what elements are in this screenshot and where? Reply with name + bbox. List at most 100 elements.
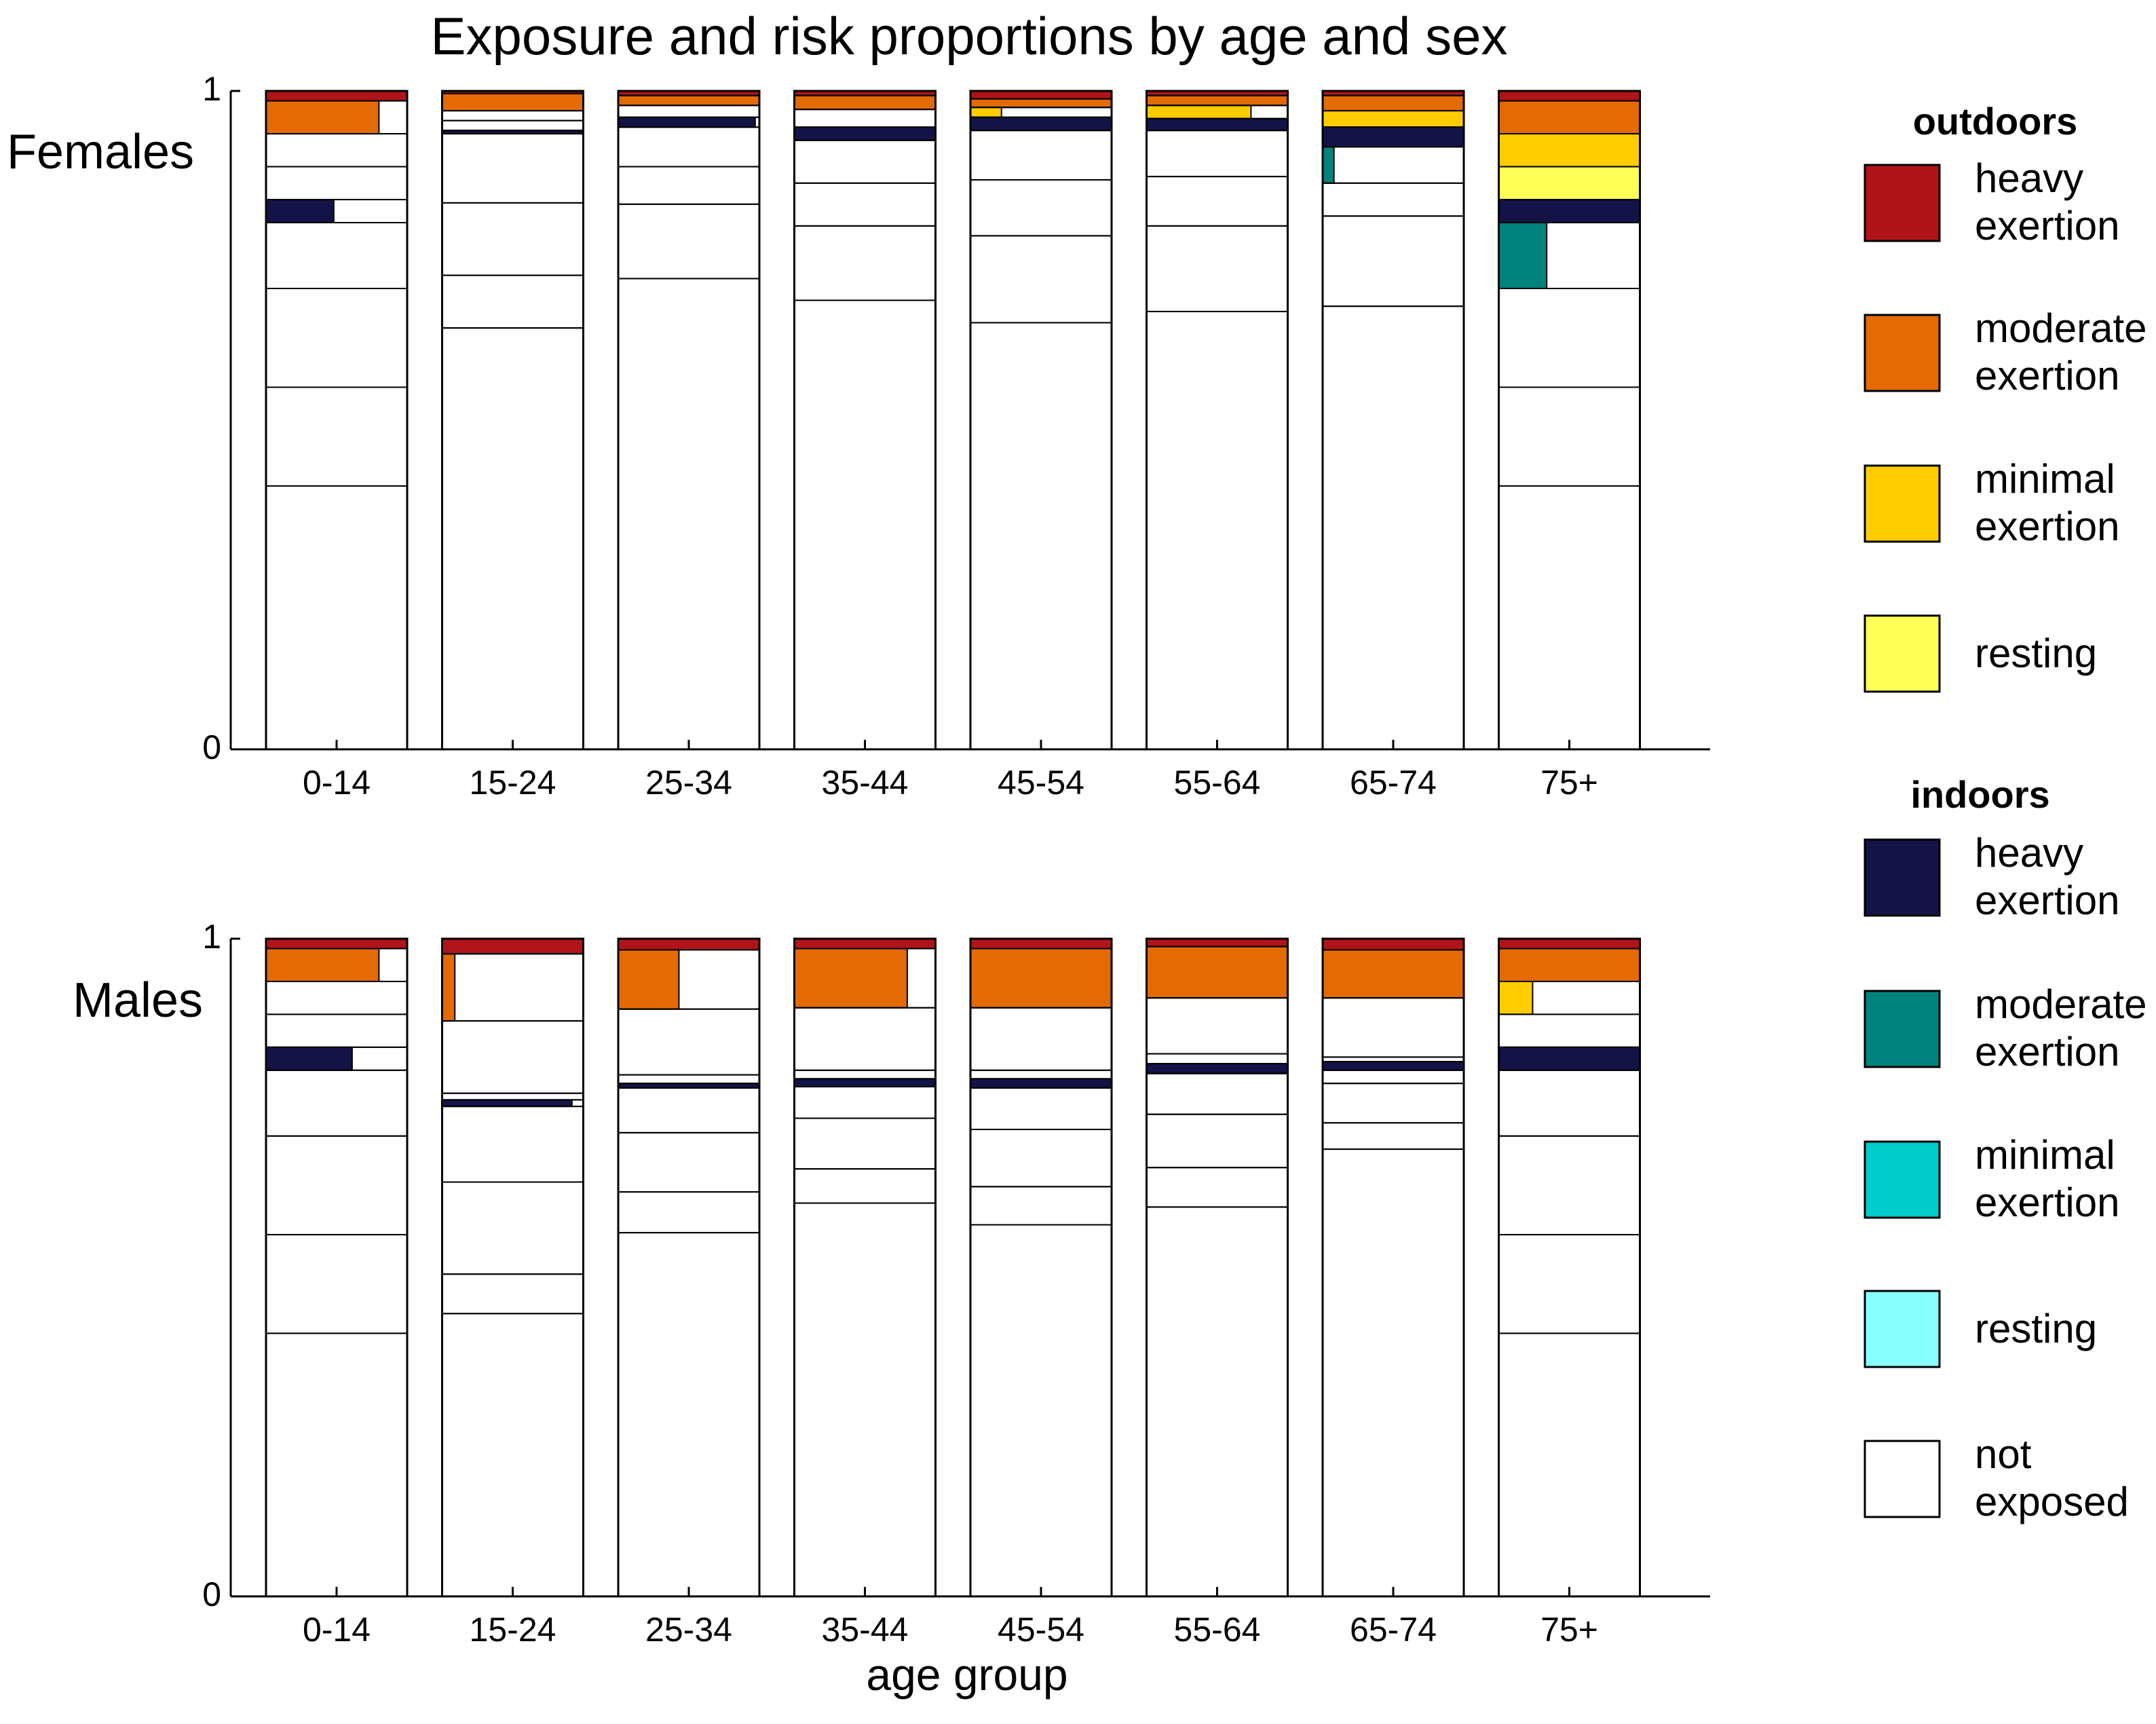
x-tick-label: 25-34 (645, 764, 732, 802)
y-tick-label: 1 (202, 70, 221, 108)
legend-label: resting (1975, 1306, 2097, 1351)
segment-out-heavy (1498, 938, 1641, 950)
segment-out-heavy (970, 90, 1112, 100)
bar-body (970, 939, 1112, 1596)
segment-out-moderate (793, 948, 908, 1009)
legend-swatch (1864, 1290, 1941, 1368)
legend-indoors-title: indoors (1910, 773, 2049, 816)
bar-body (1146, 939, 1288, 1596)
segment-in-heavy (1322, 1061, 1464, 1071)
legend-label-line1: not (1975, 1431, 2032, 1477)
bar-45-54 (969, 90, 1113, 751)
segment-out-heavy (618, 938, 760, 951)
bar-body (266, 91, 407, 749)
segment-in-heavy (618, 1083, 760, 1089)
segment-out-moderate (618, 949, 680, 1010)
bar-body (1498, 939, 1640, 1596)
x-axis-label: age group (866, 1649, 1067, 1700)
chart-title: Exposure and risk proportions by age and… (431, 6, 1508, 66)
x-tick-label: 0-14 (303, 1611, 371, 1649)
bar-45-54 (969, 937, 1113, 1598)
legend-swatch (1864, 464, 1941, 543)
x-tick-label: 45-54 (998, 1611, 1084, 1649)
segment-in-heavy (1322, 126, 1464, 148)
segment-out-moderate (793, 94, 937, 111)
segment-in-heavy (1146, 117, 1289, 132)
panel-males: Males 1 0 0-14 15-24 25-34 35-44 45-54 55-64 65-7… (73, 918, 1710, 1649)
bar-75+ (1498, 937, 1641, 1598)
legend-swatch (1864, 314, 1941, 392)
segment-out-moderate (618, 94, 760, 107)
bar-body (266, 939, 407, 1596)
bar-body (1323, 91, 1464, 749)
legend-label-line2: exertion (1975, 504, 2119, 549)
segment-out-heavy (1498, 90, 1641, 102)
x-tick-label: 45-54 (998, 764, 1084, 802)
x-tick-label: 75+ (1540, 764, 1598, 802)
panel-label-females: Females (7, 125, 194, 179)
x-tick-label: 75+ (1540, 1611, 1598, 1649)
legend-label-line2: exposed (1975, 1479, 2129, 1524)
segment-out-heavy (265, 90, 408, 102)
segment-out-heavy (265, 938, 408, 950)
bar-55-64 (1146, 937, 1289, 1598)
legend-swatch (1864, 1440, 1941, 1518)
segment-out-heavy (1146, 938, 1289, 948)
y-tick-label: 0 (202, 1575, 221, 1613)
segment-out-heavy (1322, 938, 1464, 951)
segment-out-moderate (1498, 100, 1641, 135)
legend-label-line1: heavy (1975, 830, 2083, 876)
bar-body (442, 939, 584, 1596)
segment-in-moderate (1498, 222, 1548, 289)
segment-in-heavy (265, 1046, 353, 1071)
bar-0-14 (265, 937, 409, 1598)
segment-out-heavy (793, 938, 937, 950)
legend-label-line1: moderate (1975, 305, 2146, 351)
panel-label-males: Males (73, 973, 203, 1028)
legend-swatch (1864, 614, 1941, 693)
bar-35-44 (793, 937, 937, 1598)
bar-15-24 (441, 90, 584, 751)
bar-body (1323, 939, 1464, 1596)
bar-25-34 (617, 937, 761, 1598)
segment-out-resting (1498, 166, 1641, 201)
y-tick-label: 1 (202, 918, 221, 956)
segment-out-moderate (1322, 949, 1464, 999)
segment-in-heavy (441, 1099, 573, 1108)
segment-out-moderate (970, 948, 1112, 1009)
bar-15-24 (441, 937, 584, 1598)
bar-body (794, 91, 936, 749)
segment-in-heavy (1498, 1046, 1641, 1071)
legend-item-in-resting: resting (1864, 1290, 2097, 1368)
legend-item-out-resting: resting (1864, 614, 2097, 693)
legend-label-line2: exertion (1975, 353, 2119, 398)
x-tick-label: 65-74 (1350, 764, 1437, 802)
x-tick-label: 55-64 (1174, 1611, 1261, 1649)
legend-label-line1: minimal (1975, 456, 2115, 502)
legend-label-line2: exertion (1975, 1180, 2119, 1225)
bar-75+ (1498, 90, 1641, 751)
x-tick-label: 15-24 (470, 1611, 556, 1649)
segment-out-moderate (1498, 948, 1641, 982)
legend-swatch (1864, 164, 1941, 242)
x-tick-label: 0-14 (303, 764, 371, 802)
segment-out-heavy (441, 938, 584, 955)
bar-25-34 (617, 90, 761, 751)
segment-out-moderate (441, 92, 584, 112)
bar-body (970, 91, 1112, 749)
segment-in-heavy (793, 1078, 937, 1088)
bar-0-14 (265, 90, 409, 751)
segment-out-heavy (970, 938, 1112, 950)
bar-body (794, 939, 936, 1596)
bar-body (442, 91, 584, 749)
x-tick-label: 25-34 (645, 1611, 732, 1649)
segment-out-moderate (441, 953, 456, 1022)
segment-out-moderate (1146, 945, 1289, 999)
x-tick-label: 35-44 (822, 1611, 909, 1649)
